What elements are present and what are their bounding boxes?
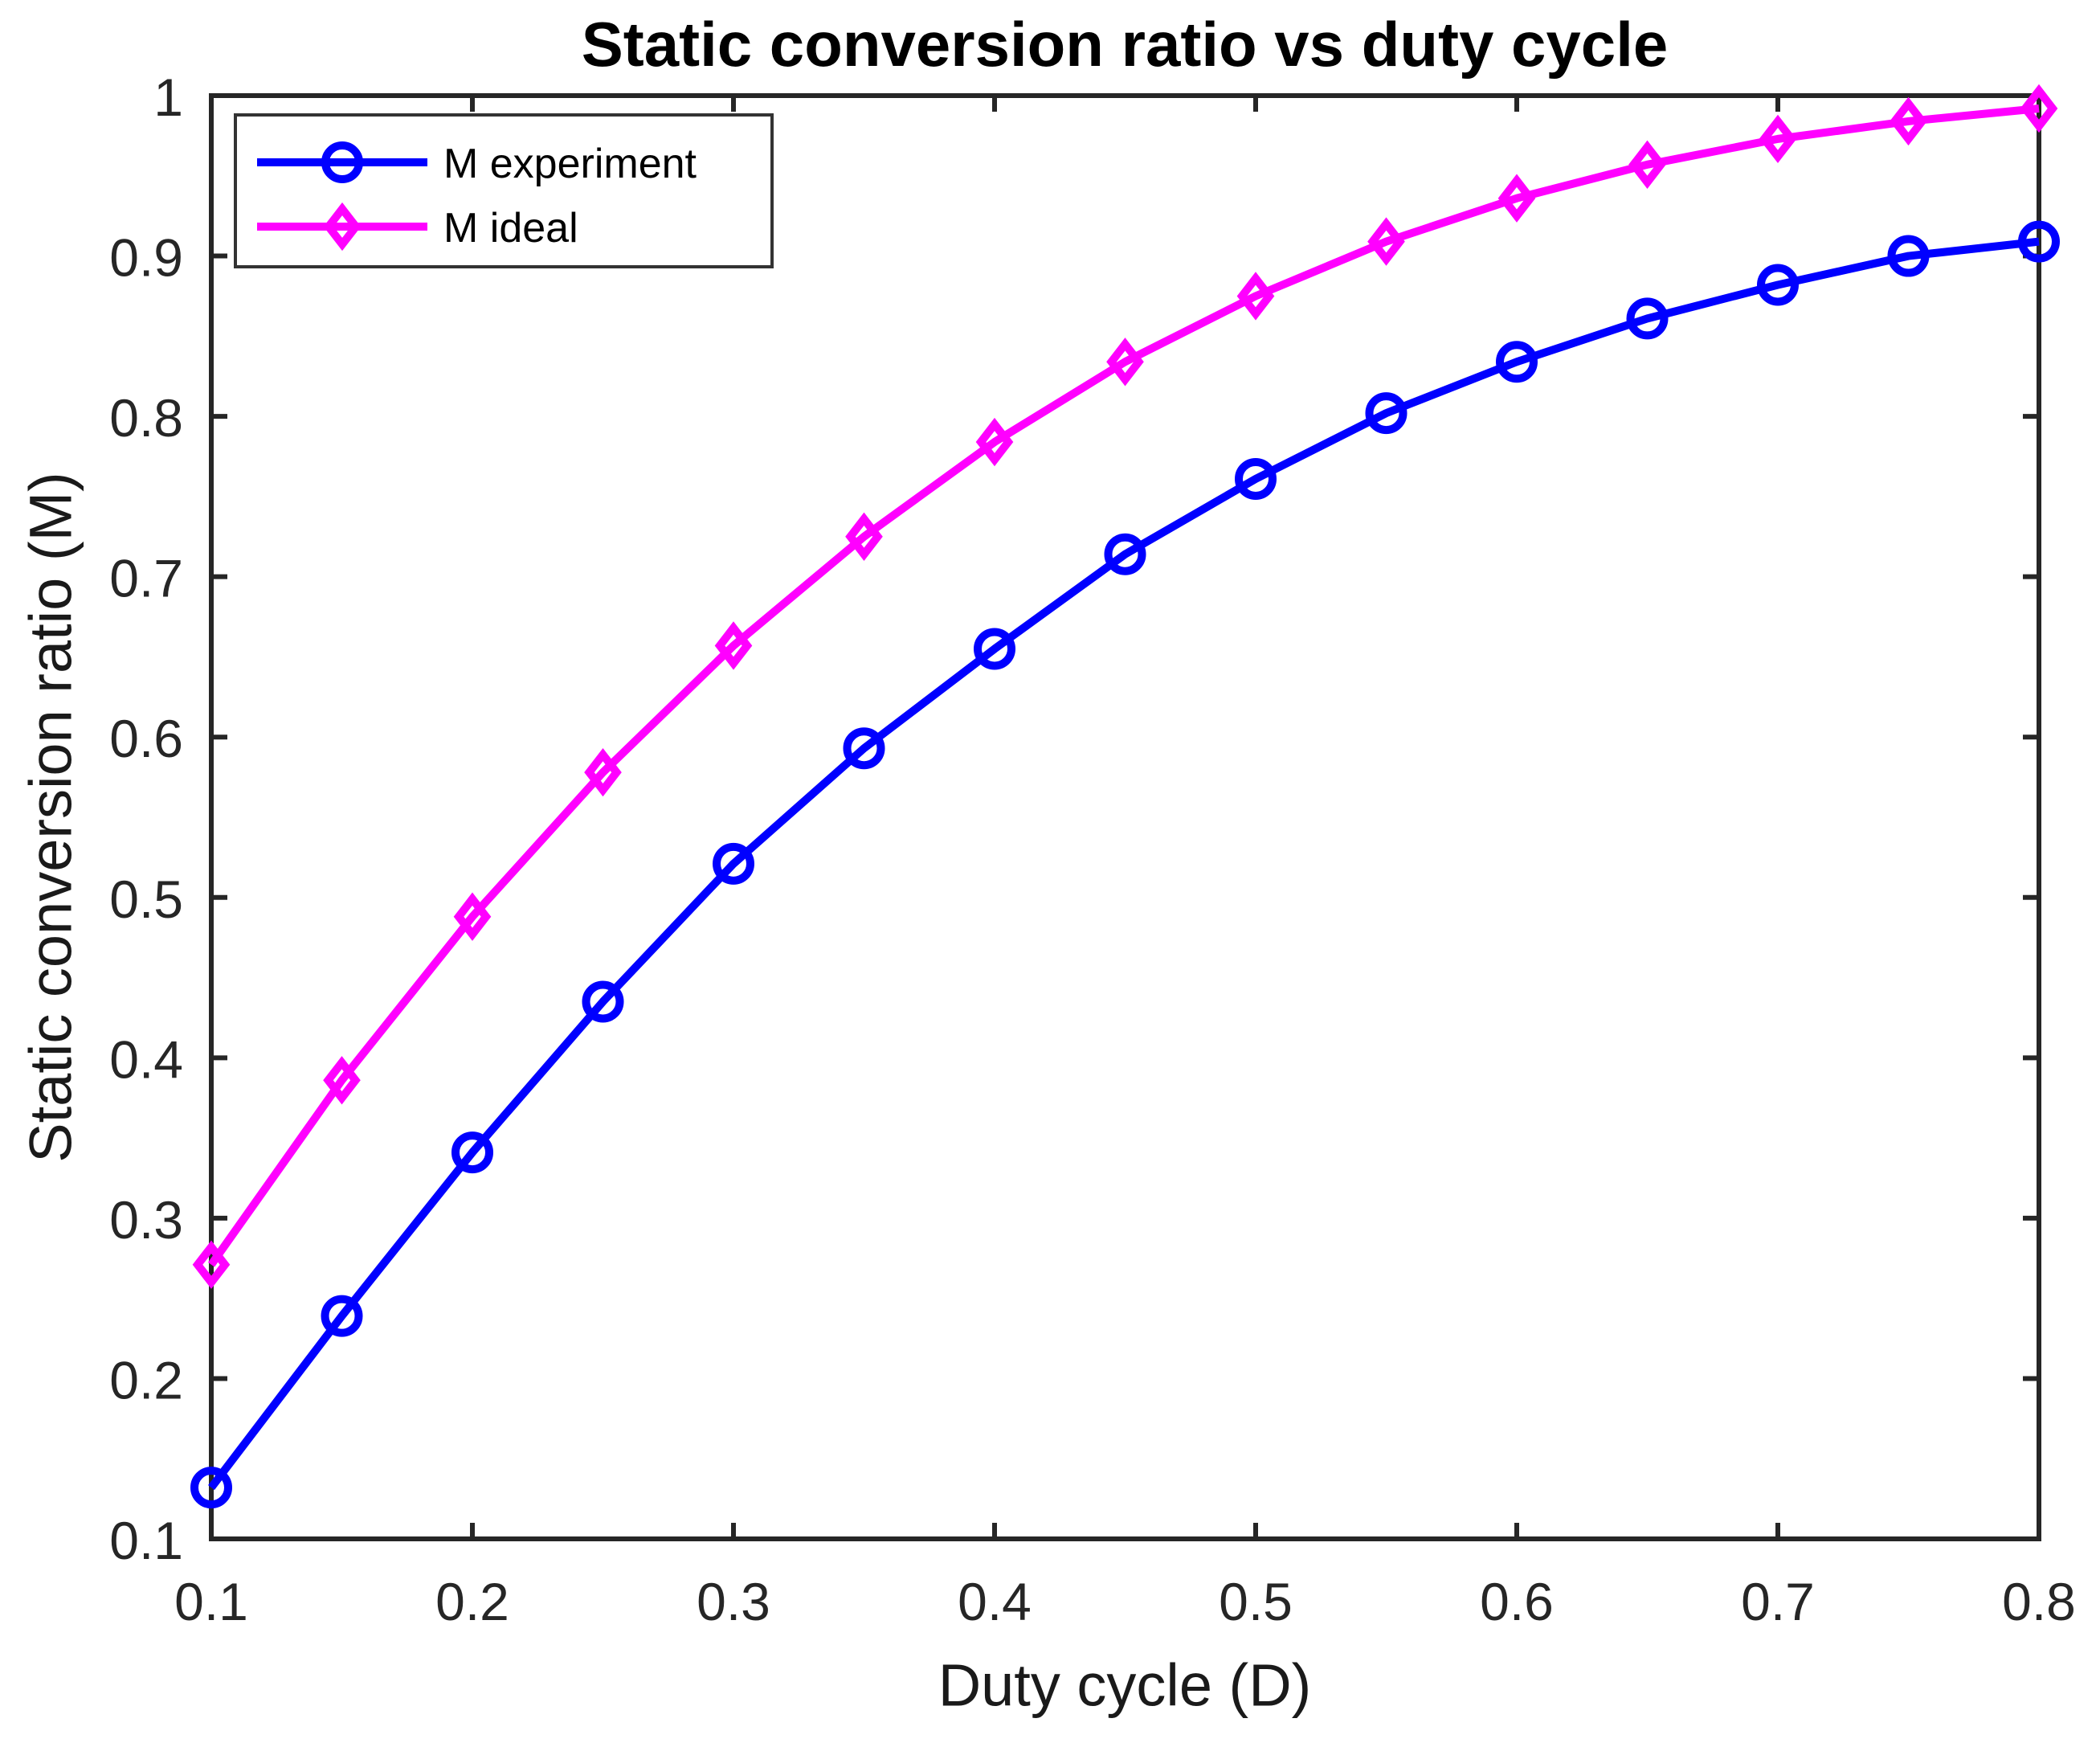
x-tick-label: 0.3 <box>697 1572 770 1631</box>
data-point-diamond-marker <box>1759 114 1797 164</box>
data-point-diamond-marker <box>1236 272 1275 321</box>
series-line <box>207 104 2040 1267</box>
y-tick-label: 0.3 <box>109 1190 183 1250</box>
y-axis-label: Static conversion ratio (M) <box>18 472 84 1163</box>
y-tick-label: 0.6 <box>109 709 183 768</box>
x-tick-label: 0.6 <box>1480 1572 1554 1631</box>
data-point-diamond-marker <box>714 621 753 670</box>
data-point-circle-marker <box>582 980 624 1023</box>
y-tick-label: 0.2 <box>109 1350 183 1410</box>
data-point-diamond-marker <box>323 1056 361 1105</box>
y-tick-label: 0.9 <box>109 228 183 288</box>
data-point-diamond-marker <box>975 417 1014 467</box>
y-tick-label: 0.4 <box>109 1029 183 1089</box>
y-tick-label: 1 <box>153 68 183 127</box>
data-point-diamond-marker <box>453 892 492 941</box>
y-tick-label: 0.5 <box>109 869 183 929</box>
legend-marker-circle-icon <box>321 141 363 183</box>
legend-marker-diamond-icon <box>323 202 362 252</box>
data-point-diamond-marker <box>845 512 883 561</box>
data-point-circle-marker <box>1104 533 1146 575</box>
x-tick-label: 0.7 <box>1741 1572 1815 1631</box>
data-point-diamond-marker <box>1628 140 1666 189</box>
x-axis-label: Duty cycle (D) <box>938 1652 1312 1719</box>
data-point-circle-marker <box>843 727 885 770</box>
data-point-circle-marker <box>451 1131 493 1174</box>
legend-item-ideal: M ideal <box>257 202 578 252</box>
x-tick-label: 0.8 <box>2002 1572 2076 1631</box>
data-point-circle-marker <box>1757 264 1799 306</box>
series-line <box>208 237 2040 1491</box>
data-point-circle-marker <box>1887 235 1930 277</box>
legend-label-experiment: M experiment <box>443 141 697 187</box>
y-tick-label: 0.1 <box>109 1511 183 1570</box>
data-point-circle-marker <box>713 842 754 885</box>
x-tick-label: 0.1 <box>174 1572 248 1631</box>
x-tick-label: 0.5 <box>1219 1572 1293 1631</box>
data-point-circle-marker <box>1626 297 1669 340</box>
data-point-circle-marker <box>1496 341 1538 383</box>
data-point-diamond-marker <box>1106 338 1144 387</box>
data-point-diamond-marker <box>1890 96 1927 146</box>
data-point-circle-marker <box>1365 392 1407 435</box>
data-point-diamond-marker <box>1367 217 1405 266</box>
x-tick-label: 0.4 <box>958 1572 1032 1631</box>
legend-box <box>234 113 774 268</box>
y-tick-label: 0.7 <box>109 549 183 608</box>
data-series-layer <box>190 84 2060 1509</box>
series-m-ideal <box>192 84 2058 1289</box>
legend: M experiment M ideal <box>234 113 774 268</box>
y-tick-label: 0.8 <box>109 388 183 448</box>
axes-layer: 0.1 0.2 0.3 0.4 0.5 0.6 0.7 0.8 0.1 0.2 0.3 0.4 0.5 0… <box>109 68 2076 1631</box>
data-point-diamond-marker <box>1497 174 1536 223</box>
x-tick-label: 0.2 <box>435 1572 509 1631</box>
chart-title: Static conversion ratio vs duty cycle <box>582 9 1669 80</box>
data-point-diamond-marker <box>2020 84 2058 133</box>
plot-box <box>209 93 2041 1541</box>
data-point-circle-marker <box>321 1295 363 1337</box>
legend-label-ideal: M ideal <box>443 205 578 252</box>
data-point-circle-marker <box>2018 220 2060 263</box>
data-point-circle-marker <box>1235 457 1277 500</box>
data-point-diamond-marker <box>192 1240 231 1289</box>
data-point-circle-marker <box>974 628 1015 670</box>
series-m-experiment <box>190 220 2060 1509</box>
data-point-diamond-marker <box>584 747 622 797</box>
legend-item-experiment: M experiment <box>257 141 697 187</box>
data-point-circle-marker <box>190 1467 232 1509</box>
